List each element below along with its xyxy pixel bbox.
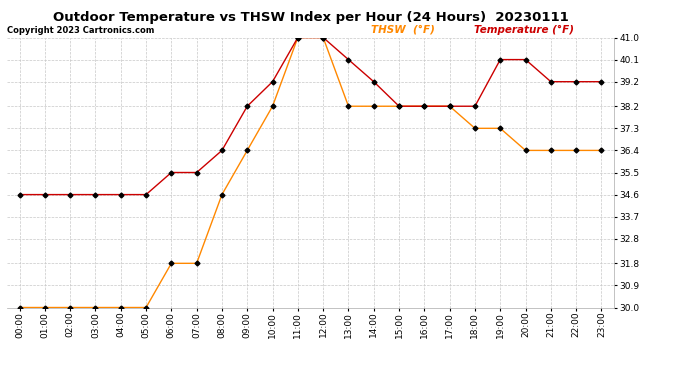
Text: Copyright 2023 Cartronics.com: Copyright 2023 Cartronics.com xyxy=(7,26,155,35)
Text: THSW  (°F): THSW (°F) xyxy=(371,25,435,35)
Text: Outdoor Temperature vs THSW Index per Hour (24 Hours)  20230111: Outdoor Temperature vs THSW Index per Ho… xyxy=(52,11,569,24)
Text: Temperature (°F): Temperature (°F) xyxy=(475,25,575,35)
